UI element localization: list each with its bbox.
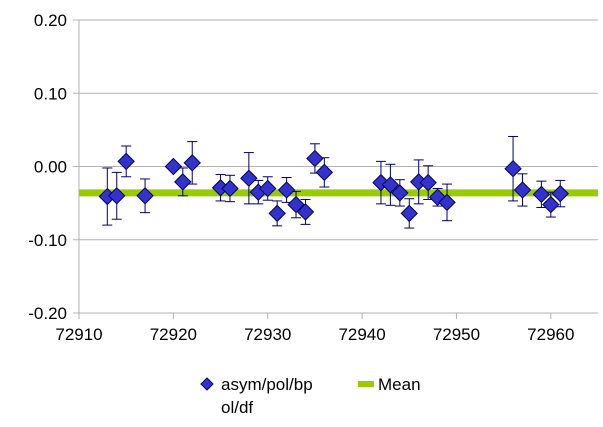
data-point xyxy=(513,181,532,199)
legend-label-series-line2: ol/df xyxy=(221,398,253,417)
data-point xyxy=(183,154,201,172)
data-point xyxy=(296,203,315,221)
legend-label-series-line1: asym/pol/bp xyxy=(221,375,313,394)
data-point xyxy=(268,204,286,223)
data-point xyxy=(532,185,551,204)
axis-layer xyxy=(73,19,598,319)
x-tick-label: 72950 xyxy=(433,325,480,344)
data-point xyxy=(108,187,126,205)
data-point xyxy=(164,157,183,176)
y-tick-label: 0.20 xyxy=(34,11,67,30)
data-point xyxy=(174,173,192,191)
data-point xyxy=(306,149,324,168)
x-tick-label: 72960 xyxy=(527,325,574,344)
data-point xyxy=(419,173,437,192)
y-tick-label: -0.20 xyxy=(28,304,67,323)
data-point xyxy=(438,193,456,212)
data-point xyxy=(287,195,305,214)
y-tick-label: -0.10 xyxy=(28,231,67,250)
data-point xyxy=(504,159,522,178)
data-point xyxy=(259,179,277,198)
legend-label-mean: Mean xyxy=(378,375,421,394)
x-tick-label: 72910 xyxy=(55,325,102,344)
data-point xyxy=(542,195,560,214)
data-point xyxy=(381,176,400,194)
legend-marker-diamond xyxy=(200,377,214,391)
data-point xyxy=(551,184,569,203)
data-point xyxy=(117,152,135,171)
data-point xyxy=(315,163,334,182)
data-point xyxy=(240,169,258,187)
data-point xyxy=(221,179,239,198)
x-tick-label: 72940 xyxy=(338,325,385,344)
data-point xyxy=(400,204,418,223)
y-tick-label: 0.00 xyxy=(34,158,67,177)
data-point xyxy=(136,187,154,205)
tick-label-layer: 0.20 0.10 0.00 -0.10 -0.20 72910 72920 72930 729… xyxy=(28,11,574,344)
y-tick-label: 0.10 xyxy=(34,84,67,103)
data-point xyxy=(391,184,409,202)
data-point xyxy=(277,181,296,199)
x-tick-label: 72930 xyxy=(244,325,291,344)
legend: asym/pol/bp ol/df Mean xyxy=(200,375,421,417)
x-tick-label: 72920 xyxy=(150,325,197,344)
point-layer xyxy=(98,149,569,223)
